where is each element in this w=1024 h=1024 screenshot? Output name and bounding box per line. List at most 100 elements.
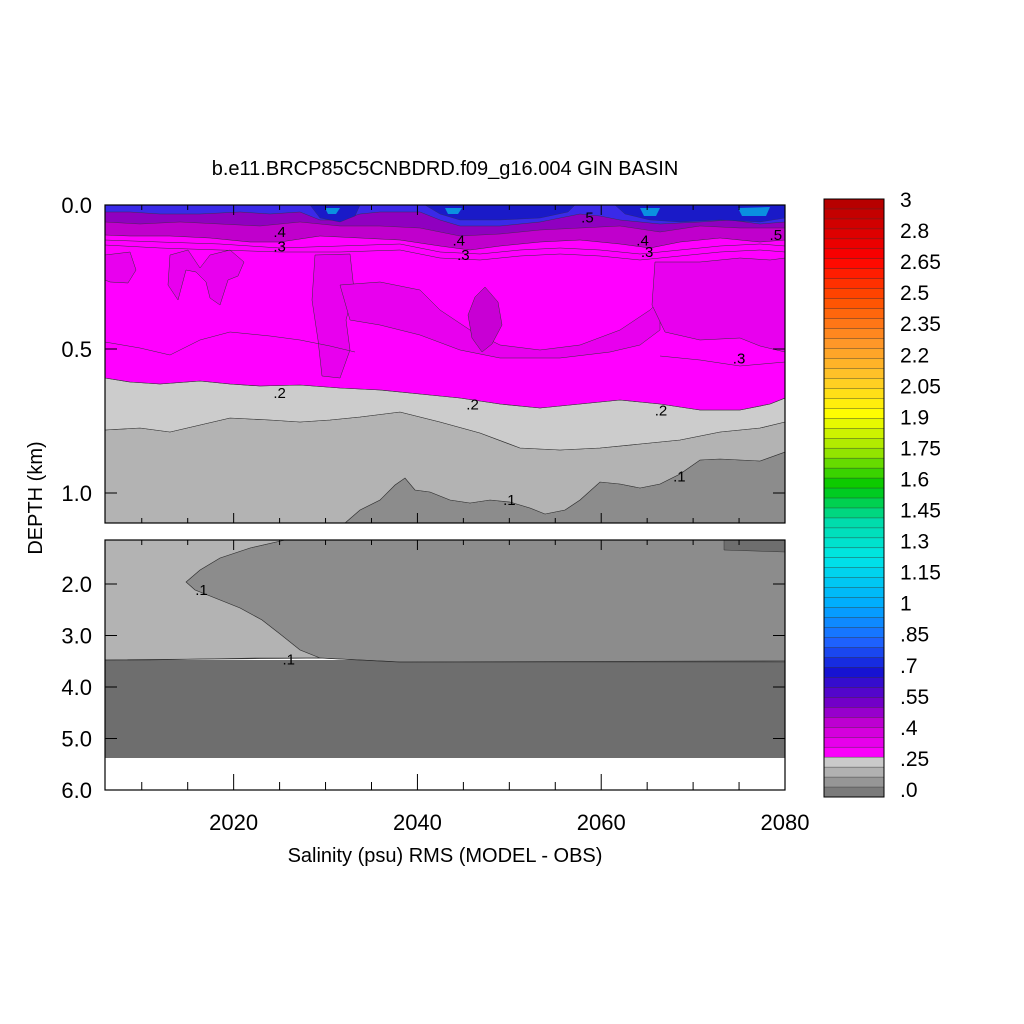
x-tick-label: 2060 [577,810,626,835]
colorbar-swatch [823,627,885,639]
colorbar-swatch [823,467,885,479]
colorbar-label: .55 [900,686,929,709]
colorbar-frame [823,198,885,798]
contour-label: .4 [453,233,466,250]
colorbar-swatch [823,577,885,589]
colorbar-swatch [823,388,885,399]
colorbar-swatch [823,208,885,220]
colorbar-swatch [823,398,885,409]
colorbar-swatch [823,687,885,698]
colorbar-swatch [823,737,885,748]
colorbar-swatch [823,348,885,359]
colorbar-label: 1 [900,593,912,616]
colorbar-swatch [823,637,885,648]
contour-label: .3 [273,238,286,255]
colorbar-swatch [823,727,885,738]
contour-labels: .4.3.4.3.5.4.3.5.3.2.2.2.1.1.1.1 [195,210,782,669]
y-tick-label: 1.0 [61,481,92,506]
colorbar-swatch [823,228,885,240]
lower-panel [105,540,785,790]
colorbar-swatch [823,746,885,758]
colorbar-label: 1.9 [900,406,929,429]
colorbar-swatch [823,378,885,389]
colorbar-swatch [823,657,885,668]
colorbar-label: .4 [900,717,918,740]
colorbar-label: 3 [900,189,912,212]
colorbar-swatch [823,517,885,529]
colorbar-swatch [823,607,885,619]
colorbar-swatch [823,288,885,300]
colorbar-swatch [823,408,885,419]
colorbar-swatch [823,358,885,369]
colorbar-swatch [823,328,885,340]
colorbar-swatch [823,238,885,250]
colorbar-label: .7 [900,655,918,678]
colorbar-label: 1.75 [900,437,941,460]
colorbar-swatch [823,647,885,658]
x-tick-label: 2020 [209,810,258,835]
y-tick-label: 6.0 [61,778,92,803]
upper-y-axis: 0.0 0.5 1.0 [61,193,785,506]
colorbar-swatch [823,338,885,349]
y-tick-label: 4.0 [61,675,92,700]
x-tick-label: 2040 [393,810,442,835]
lower-plot-frame [104,539,786,791]
colorbar-swatch [823,477,885,489]
x-tick-label: 2080 [761,810,810,835]
colorbar-swatch [823,557,885,569]
upper-plot-frame [104,204,786,524]
colorbar-swatch [823,258,885,270]
colorbar-swatch [823,218,885,230]
y-tick-label: 3.0 [61,624,92,649]
colorbar-swatch [823,457,885,469]
colorbar: 3 2.8 2.65 2.5 2.35 2.2 2.05 1.9 1.75 1.6 1.45 1.3 1… [823,189,941,802]
contour-label: .1 [195,582,208,599]
x-axis-label: Salinity (psu) RMS (MODEL - OBS) [288,845,603,867]
colorbar-label: 2.05 [900,375,941,398]
colorbar-swatch [823,776,885,788]
y-tick-label: 5.0 [61,727,92,752]
colorbar-swatch [823,766,885,778]
y-tick-label: 2.0 [61,572,92,597]
colorbar-label: 1.6 [900,468,929,491]
colorbar-swatch [823,667,885,678]
contour-label: .4 [273,224,286,241]
colorbar-swatch [823,248,885,260]
colorbar-label: 1.45 [900,500,941,523]
colorbar-swatch [823,308,885,320]
colorbar-label: 2.2 [900,344,929,367]
colorbar-label: .85 [900,624,929,647]
colorbar-swatch [823,368,885,379]
upper-panel [105,205,785,523]
contour-label: .4 [636,233,649,250]
chart-title: b.e11.BRCP85C5CNBDRD.f09_g16.004 GIN BAS… [212,158,679,180]
colorbar-swatch [823,527,885,539]
band-lower-deep [105,660,785,758]
colorbar-label: 1.3 [900,531,929,554]
band-magenta [105,205,785,411]
contour-label: .5 [770,227,783,244]
colorbar-label: .25 [900,748,929,771]
colorbar-swatch [823,198,885,210]
contour-label: .2 [273,385,286,402]
colorbar-label: .0 [900,779,918,802]
colorbar-swatch [823,278,885,290]
colorbar-label: 2.8 [900,220,929,243]
contour-label: .1 [673,469,686,486]
x-axis: 2020 2040 2060 2080 [141,205,810,835]
colorbar-swatch [823,756,885,768]
colorbar-swatch [823,717,885,728]
colorbar-swatch [823,447,885,459]
colorbar-swatch [823,677,885,688]
colorbar-swatch [823,587,885,599]
contour-label: .3 [733,351,746,368]
colorbar-swatch [823,617,885,629]
contour-label: .2 [655,402,668,419]
colorbar-swatch [823,707,885,718]
colorbar-label: 2.35 [900,313,941,336]
band-purple-blob [467,286,503,353]
colorbar-swatch [823,507,885,519]
colorbar-swatch [823,428,885,439]
colorbar-swatch [823,268,885,280]
